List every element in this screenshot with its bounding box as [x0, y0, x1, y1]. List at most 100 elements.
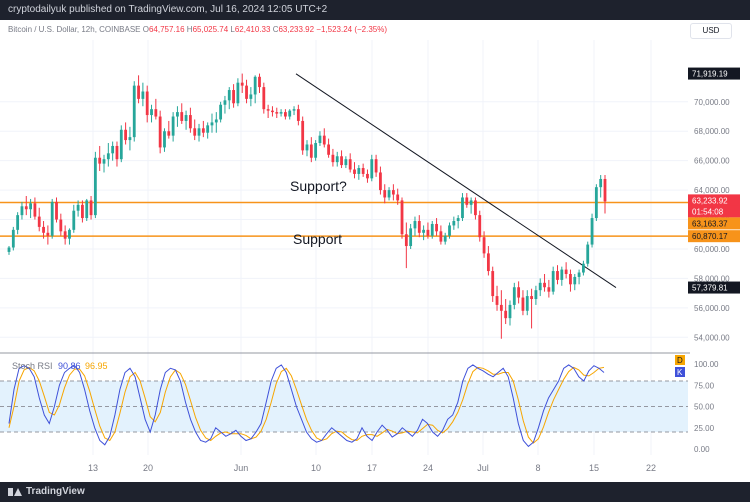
candle-down	[340, 156, 343, 166]
candle-up	[577, 272, 581, 277]
stoch-legend-k-badge: K	[675, 367, 685, 377]
high-price-badge-bg	[688, 67, 740, 80]
candle-up	[448, 225, 451, 236]
low-price-badge: 57,379.81	[692, 284, 728, 293]
candle-down	[309, 144, 313, 158]
stoch-rsi-tick-label: 100.00	[694, 360, 719, 369]
candle-up	[594, 187, 598, 219]
candle-up	[163, 131, 166, 148]
candle-down	[517, 287, 521, 298]
candle-down	[603, 178, 607, 202]
candle-down	[426, 229, 430, 236]
candle-up	[119, 129, 123, 160]
candle-up	[582, 263, 585, 273]
price-badges: 71,919.19 63,233.92 01:54:08 63,163.37 60,87…	[688, 67, 740, 294]
candle-down	[374, 159, 378, 173]
support-price-badge: 60,870.17	[692, 232, 728, 241]
candle-down	[154, 109, 158, 117]
candle-down	[296, 109, 300, 121]
currency-button[interactable]: USD	[690, 23, 732, 39]
stoch-rsi-axis: 100.00 75.00 50.00 25.00 0.00	[694, 360, 719, 454]
candle-up	[219, 104, 223, 120]
candle-up	[29, 203, 32, 210]
candle-down	[193, 128, 197, 136]
tradingview-brand: TradingView	[26, 486, 85, 497]
candle-up	[461, 197, 464, 219]
stoch-d-badge-label: D	[677, 356, 683, 365]
second-price-badge-bg	[688, 217, 740, 230]
candle-down	[543, 282, 546, 288]
candle-down	[404, 234, 408, 247]
stoch-d-value: 96.95	[85, 361, 108, 371]
candle-down	[530, 296, 533, 300]
candle-up	[560, 269, 564, 280]
candle-up	[16, 215, 20, 230]
price-tick-label: 68,000.00	[694, 127, 730, 136]
countdown-badge: 01:54:08	[692, 207, 724, 216]
candle-down	[379, 172, 382, 191]
stoch-rsi-tick-label: 50.00	[694, 403, 715, 412]
candle-down	[167, 131, 171, 136]
time-axis[interactable]: 13 20 Jun 10 17 24 Jul 8 15 22	[88, 463, 656, 473]
candle-down	[491, 271, 495, 297]
candle-up	[197, 128, 201, 136]
candle-up	[176, 112, 179, 117]
candle-up	[538, 282, 542, 291]
price-tick-label: 70,000.00	[694, 98, 730, 107]
candle-down	[232, 90, 235, 104]
candle-down	[396, 194, 400, 201]
time-tick-label: Jul	[477, 463, 489, 473]
tradingview-logo[interactable]: TradingView	[8, 486, 85, 497]
stoch-rsi-tick-label: 0.00	[694, 445, 710, 454]
low-value: 62,410.33	[234, 25, 271, 34]
candle-up	[111, 145, 115, 154]
candle-down	[46, 232, 50, 236]
price-tick-label: 56,000.00	[694, 304, 730, 313]
candle-up	[469, 200, 473, 205]
candle-up	[292, 109, 296, 111]
symbol-info-bar: Bitcoin / U.S. Dollar, 12h, COINBASE O64…	[8, 25, 387, 34]
candle-down	[98, 157, 102, 164]
candle-up	[288, 110, 292, 117]
candle-up	[253, 76, 257, 95]
time-tick-label: 15	[589, 463, 599, 473]
candle-down	[499, 304, 503, 311]
candle-up	[357, 168, 361, 174]
candle-up	[214, 119, 218, 123]
candle-down	[322, 135, 326, 145]
candle-down	[331, 154, 335, 163]
publish-header: cryptodailyuk published on TradingView.c…	[0, 0, 750, 20]
candle-down	[486, 253, 490, 272]
candle-up	[430, 223, 434, 236]
candle-down	[361, 168, 365, 174]
footer-bar: TradingView	[0, 482, 750, 502]
candle-up	[443, 235, 447, 242]
candle-down	[435, 223, 438, 232]
low-price-badge-bg	[688, 281, 740, 294]
candle-down	[266, 109, 270, 111]
candle-up	[534, 290, 538, 300]
candle-down	[327, 144, 330, 155]
candle-down	[63, 231, 67, 239]
candle-up	[413, 221, 417, 229]
candle-up	[68, 229, 71, 239]
candle-up	[279, 112, 283, 114]
candle-up	[7, 247, 11, 252]
candle-down	[42, 226, 45, 233]
low-label: L	[230, 25, 235, 34]
high-value: 65,025.74	[192, 25, 229, 34]
candle-down	[81, 204, 84, 219]
candle-down	[124, 129, 128, 141]
candle-up	[72, 210, 76, 230]
candle-up	[171, 116, 175, 136]
candle-up	[586, 244, 590, 264]
candle-down	[262, 87, 266, 110]
candle-up	[236, 82, 240, 104]
countdown-badge-bg	[688, 205, 740, 218]
candle-up	[344, 159, 348, 166]
candle-up	[525, 296, 529, 311]
trend-line[interactable]	[295, 73, 617, 288]
candle-down	[201, 128, 205, 133]
candle-up	[599, 178, 603, 188]
